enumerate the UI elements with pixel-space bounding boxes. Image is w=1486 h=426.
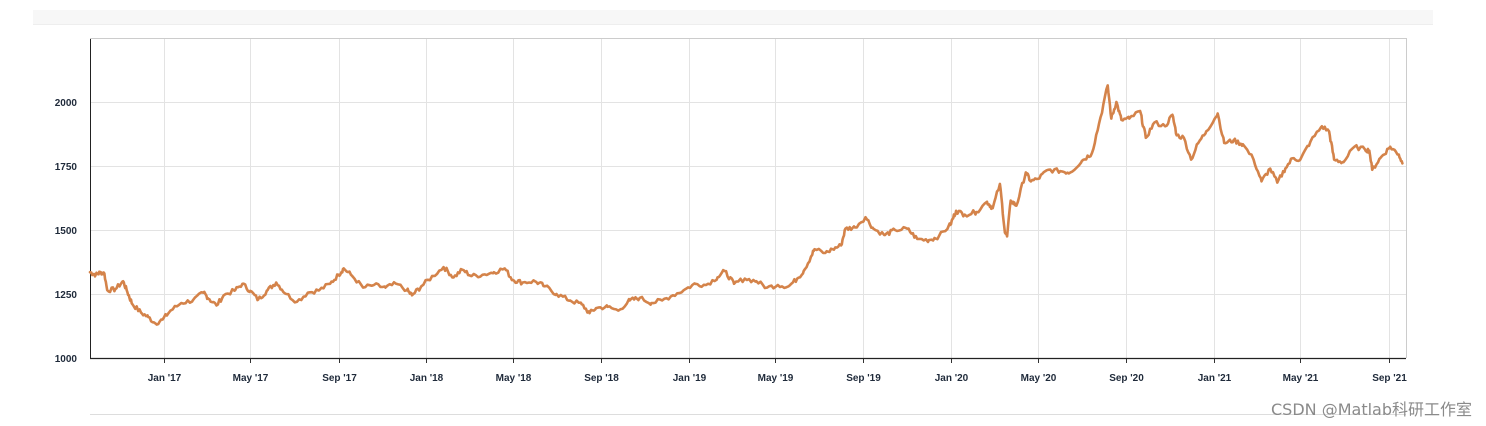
x-tick-labels: Jan '17 May '17 Sep '17 Jan '18 May '18 Sep '… xyxy=(148,373,1408,384)
y-tick-label: 1250 xyxy=(55,290,78,301)
x-tick-label: Jan '17 xyxy=(148,373,182,384)
x-tick-label: Sep '21 xyxy=(1372,373,1407,384)
x-tick-label: Jan '20 xyxy=(935,373,969,384)
x-tick-label: May '18 xyxy=(496,373,532,384)
y-tick-label: 2000 xyxy=(55,98,78,109)
x-tick-label: May '19 xyxy=(758,373,794,384)
grid-lines xyxy=(90,38,1406,358)
x-tick-label: Sep '19 xyxy=(846,373,881,384)
y-tick-label: 1000 xyxy=(55,354,78,365)
x-tick-label: Sep '20 xyxy=(1109,373,1144,384)
x-tick-label: May '21 xyxy=(1283,373,1319,384)
y-tick-label: 1500 xyxy=(55,226,78,237)
x-tick-label: Sep '17 xyxy=(322,373,357,384)
y-tick-label: 1750 xyxy=(55,162,78,173)
series-line xyxy=(88,84,1404,326)
top-toolbar-strip xyxy=(33,10,1433,25)
y-tick-labels: 1000 1250 1500 1750 2000 xyxy=(55,98,78,365)
x-tick-label: Jan '21 xyxy=(1198,373,1232,384)
series-layer xyxy=(88,84,1404,326)
axes xyxy=(90,38,1407,363)
x-tick-label: Jan '18 xyxy=(410,373,444,384)
x-tick-label: Jan '19 xyxy=(673,373,707,384)
x-tick-label: May '20 xyxy=(1021,373,1057,384)
x-tick-label: Sep '18 xyxy=(584,373,619,384)
watermark-text: CSDN @Matlab科研工作室 xyxy=(1271,400,1472,419)
x-tick-label: May '17 xyxy=(233,373,269,384)
navigator-baseline xyxy=(90,414,1406,415)
